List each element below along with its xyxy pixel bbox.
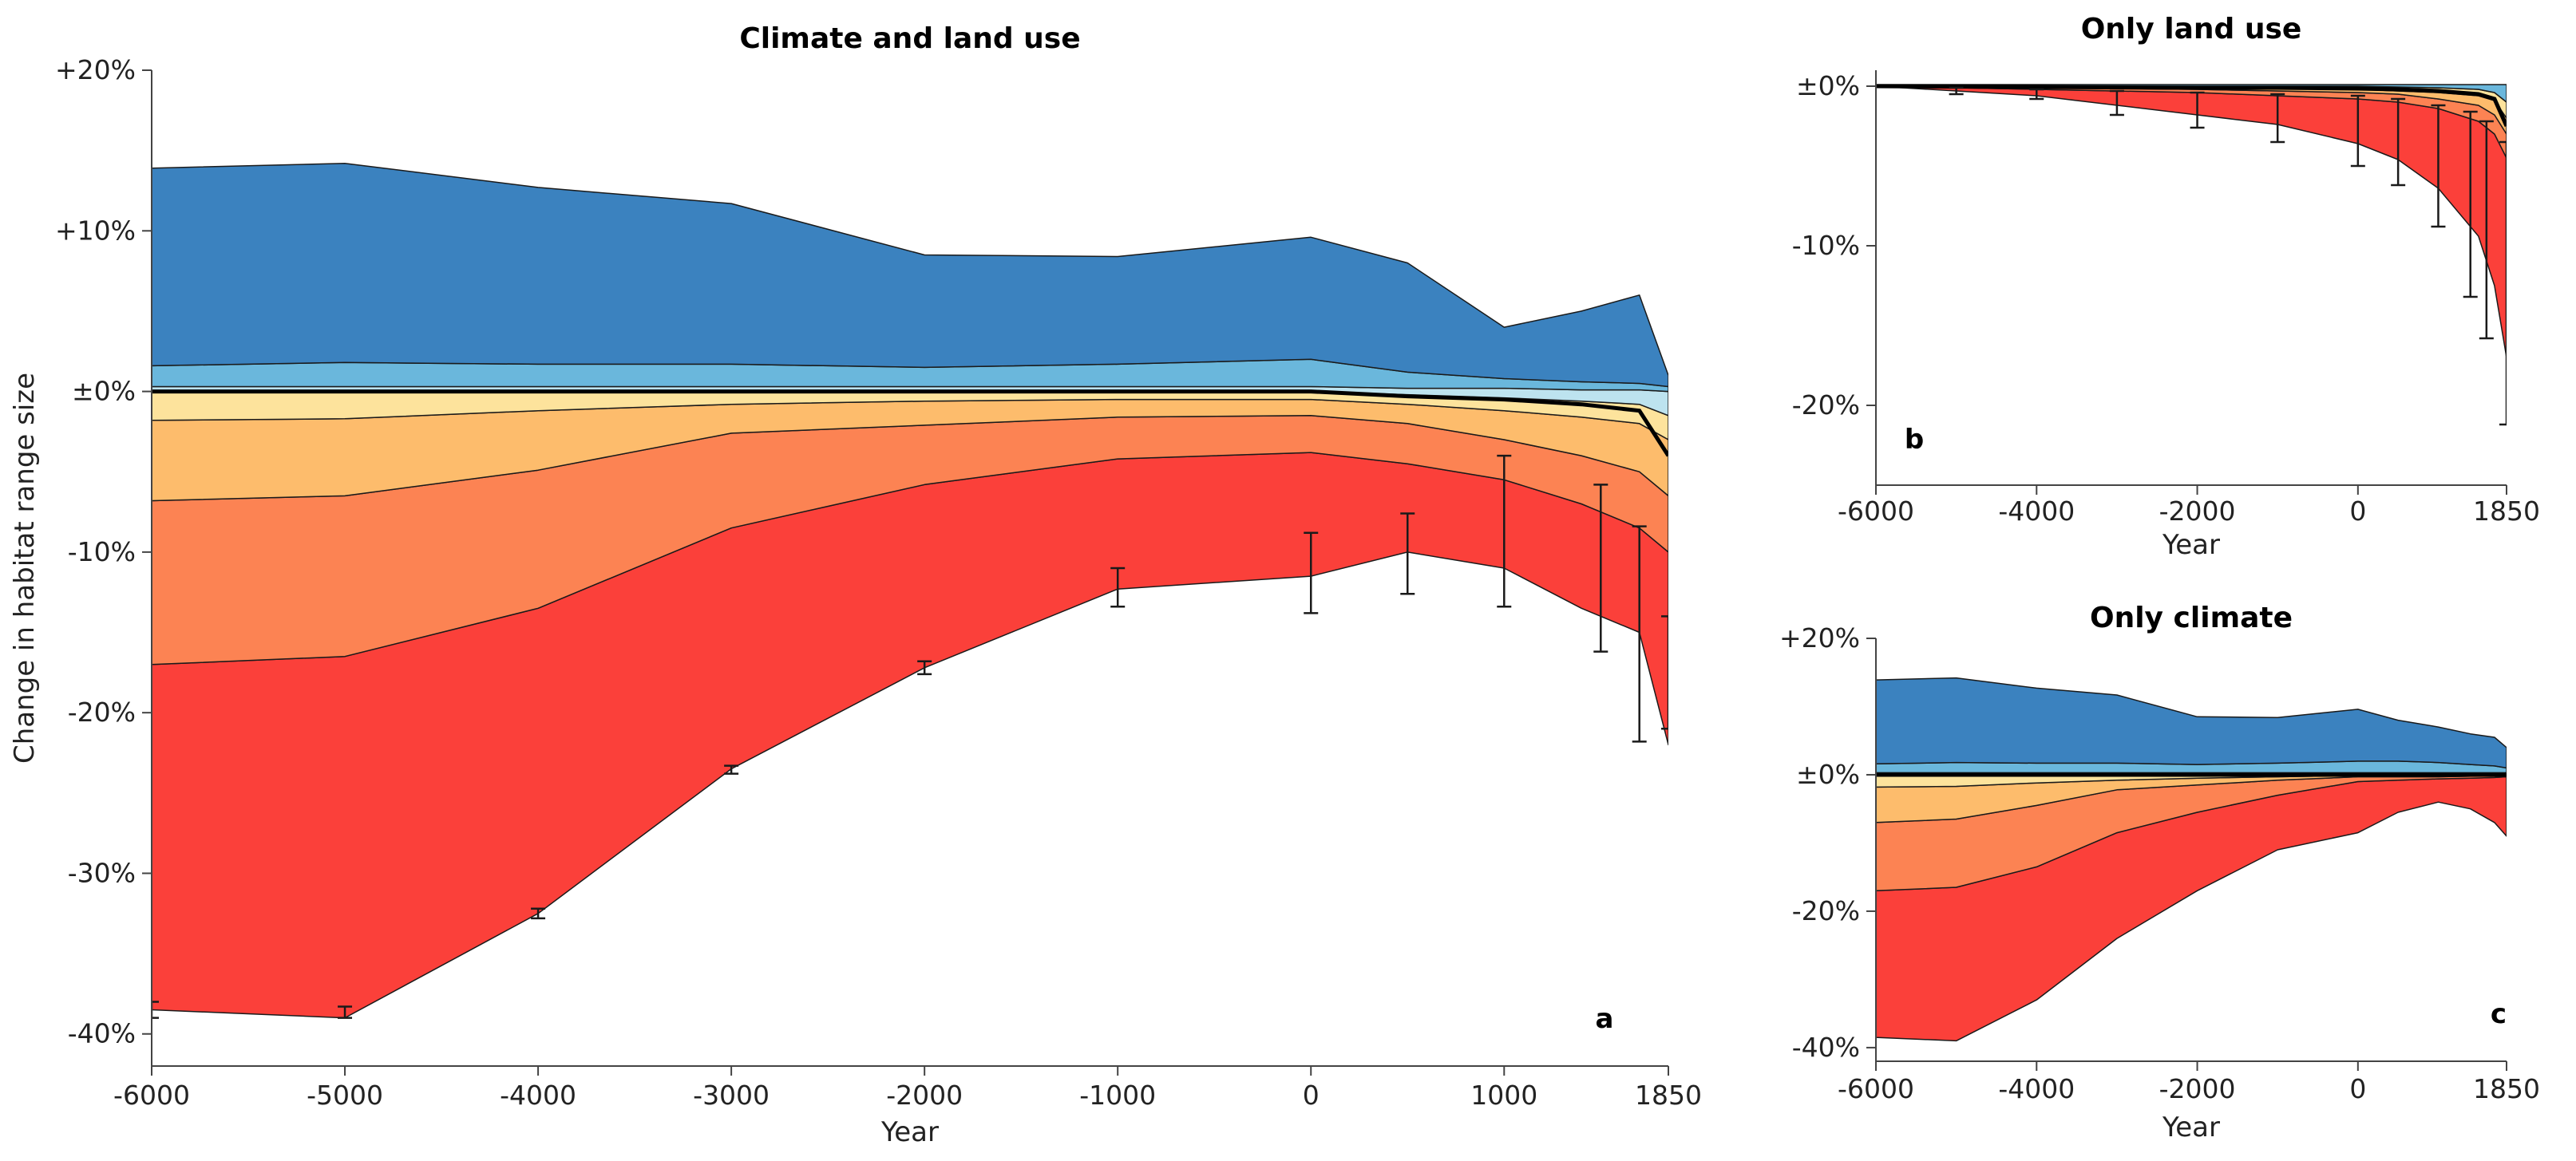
panel-letter: c [2491, 998, 2507, 1030]
panel-a: +20% +10% ±0% -10% -20% -30% -40% -6000 -5000 -40… [9, 22, 1702, 1148]
chart-title: Only climate [2090, 602, 2293, 634]
x-tick-label: -2000 [886, 1080, 963, 1111]
x-tick-label: 1850 [2473, 1073, 2540, 1104]
error-bar [2270, 93, 2285, 144]
error-bar [1110, 567, 1126, 608]
chart-title: Climate and land use [739, 22, 1080, 55]
y-tick-label: +20% [1779, 622, 1860, 654]
x-tick-label: 0 [1303, 1080, 1320, 1111]
y-tick-label: +10% [55, 215, 136, 246]
error-bar [531, 907, 546, 920]
band-strong-increase [152, 162, 1668, 388]
y-tick-label: -40% [1792, 1032, 1860, 1063]
y-tick-label: -20% [1792, 895, 1860, 926]
error-bar [152, 1001, 159, 1019]
x-tick-label: -5000 [307, 1080, 383, 1111]
error-bar [2479, 120, 2494, 340]
panel-letter: a [1596, 1003, 1614, 1035]
x-tick-label: 0 [2349, 1073, 2366, 1104]
x-axis-label: Year [880, 1116, 939, 1148]
x-tick-label: -6000 [1838, 1073, 1914, 1104]
x-tick-label: 1000 [1470, 1080, 1537, 1111]
median-line [152, 389, 1668, 457]
panel-b: ±0% -10% -20% -6000 -4000 -2000 0 1850 Only land… [1792, 13, 2540, 561]
y-tick-label: +20% [55, 54, 136, 85]
error-bar [2499, 140, 2507, 426]
x-tick-label: -6000 [1838, 496, 1914, 527]
panel-c-plot-area [1876, 677, 2507, 1042]
panel-c: +20% ±0% -20% -40% -6000 -4000 -2000 0 1850 Only … [1779, 602, 2540, 1143]
error-bar [2350, 94, 2365, 168]
y-tick-label: ±0% [1796, 759, 1860, 790]
x-tick-label: -4000 [1998, 1073, 2075, 1104]
x-axis-label: Year [2162, 529, 2220, 561]
x-tick-label: -1000 [1079, 1080, 1156, 1111]
y-tick-label: -20% [1792, 389, 1860, 421]
x-tick-label: 0 [2349, 496, 2366, 527]
error-bar [1949, 86, 1964, 96]
error-bar [2029, 88, 2044, 101]
panel-b-plot-area [1876, 84, 2507, 426]
error-bar [2431, 104, 2446, 228]
y-tick-label: -40% [68, 1018, 136, 1049]
median-line [1876, 84, 2507, 128]
error-bar [2109, 89, 2124, 116]
x-tick-label: -4000 [1998, 496, 2075, 527]
chart-title: Only land use [2081, 13, 2302, 45]
error-bar [1661, 615, 1668, 730]
error-bar [338, 1005, 353, 1019]
error-bar [1497, 454, 1512, 608]
x-tick-label: -2000 [2159, 1073, 2236, 1104]
x-tick-label: -4000 [500, 1080, 576, 1111]
x-tick-label: -6000 [113, 1080, 190, 1111]
y-tick-label: -10% [1792, 230, 1860, 261]
panel-letter: b [1905, 424, 1924, 456]
y-tick-label: -20% [68, 697, 136, 728]
x-tick-label: -2000 [2159, 496, 2236, 527]
x-tick-label: -3000 [693, 1080, 770, 1111]
y-tick-label: ±0% [72, 376, 136, 407]
error-bar [1593, 484, 1609, 653]
x-axis-label: Year [2162, 1112, 2220, 1143]
band-strong-increase [1876, 677, 2507, 769]
error-bar [2463, 110, 2478, 298]
panel-a-plot-area [152, 162, 1668, 1019]
y-tick-label: -10% [68, 536, 136, 567]
y-tick-label: -30% [68, 857, 136, 888]
y-tick-label: ±0% [1796, 70, 1860, 101]
error-bar [2190, 91, 2205, 129]
error-bar [2391, 97, 2406, 187]
error-bar [1400, 512, 1415, 595]
error-bar [1304, 531, 1319, 614]
x-tick-label: 1850 [2473, 496, 2540, 527]
x-tick-label: 1850 [1635, 1080, 1702, 1111]
error-bar [1632, 525, 1647, 743]
error-bar [724, 764, 739, 775]
y-axis-label: Change in habitat range size [9, 373, 41, 764]
error-bar [917, 660, 932, 676]
